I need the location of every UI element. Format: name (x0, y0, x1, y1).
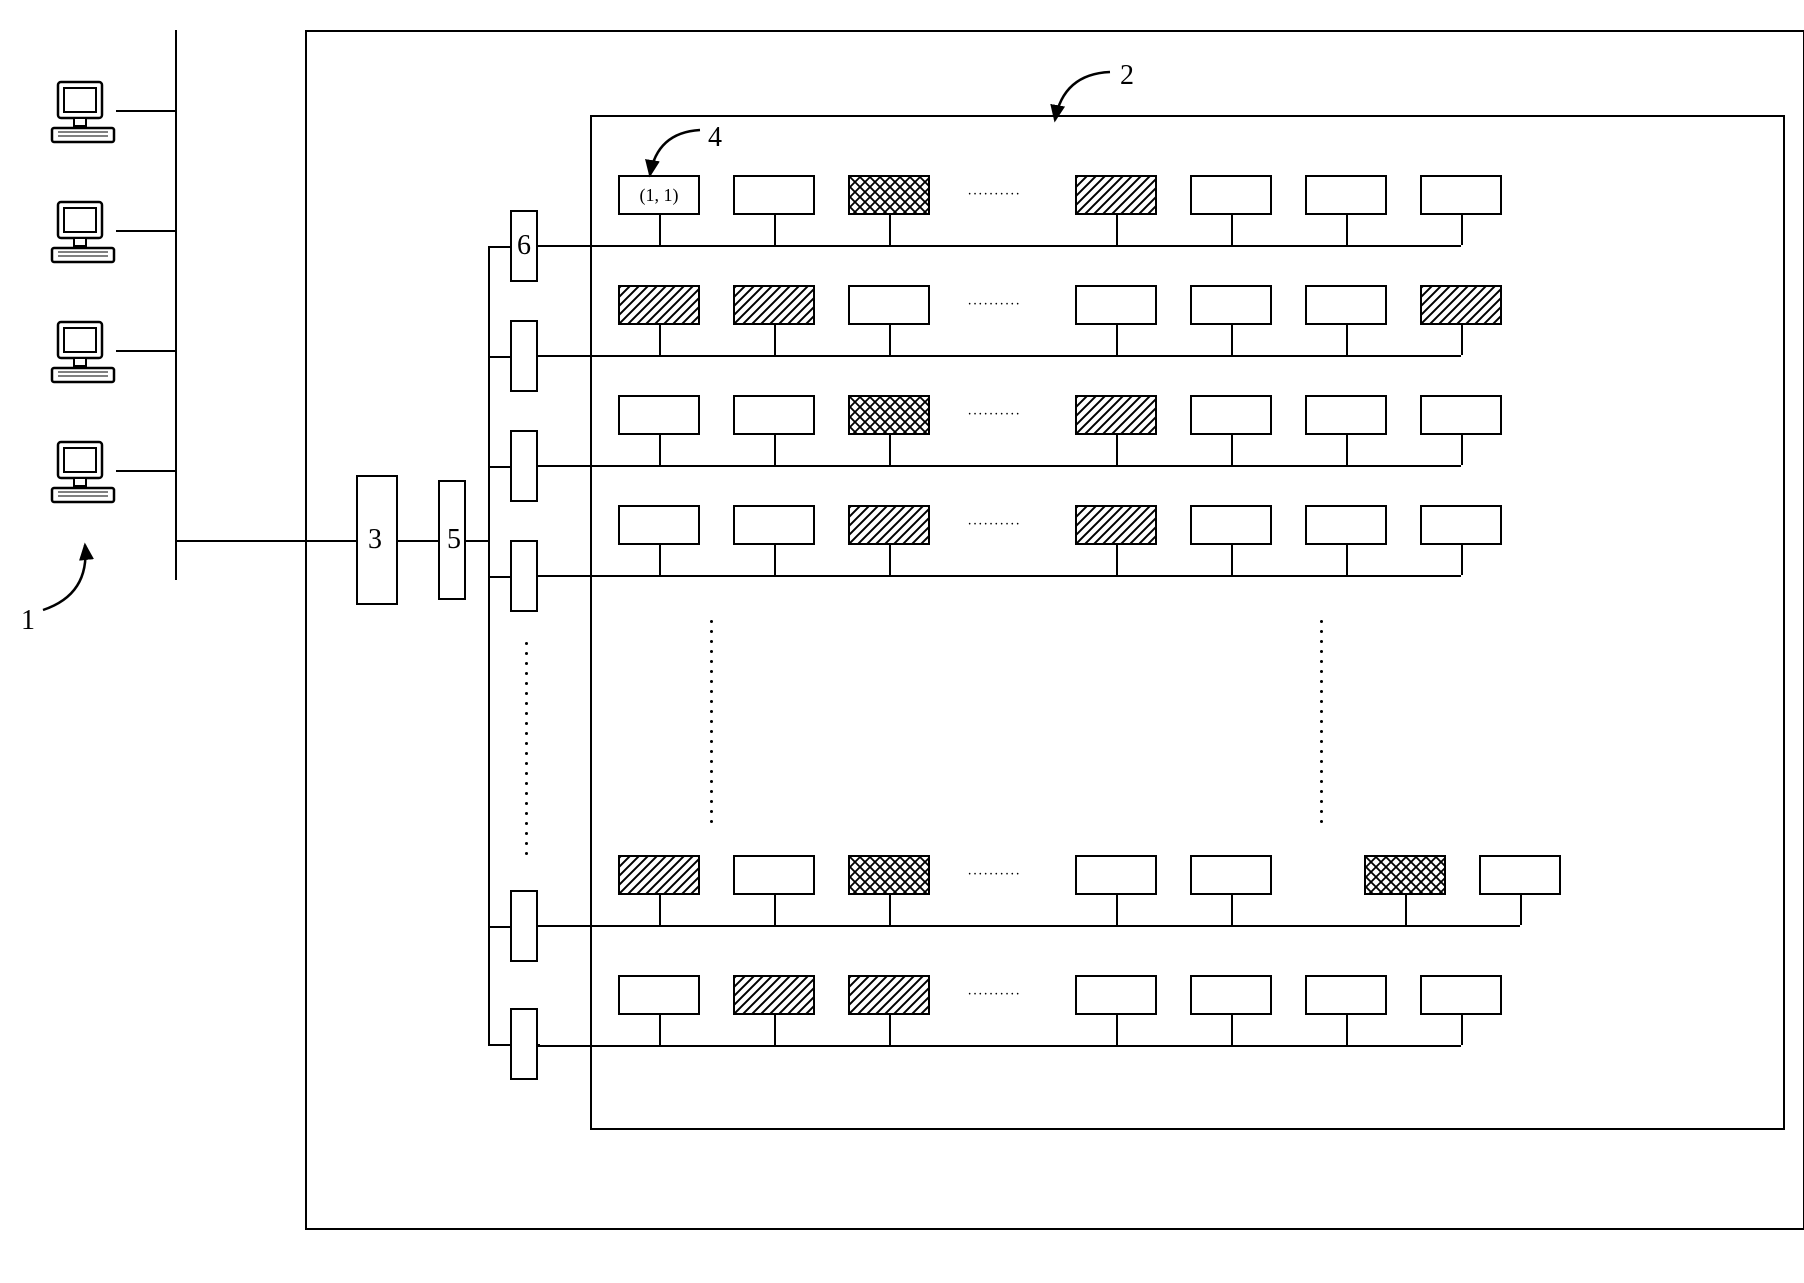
grid-cell (1305, 285, 1387, 325)
grid-cell (848, 855, 930, 895)
ellipsis-h: ·········· (968, 189, 1021, 200)
label-6: 6 (517, 230, 531, 262)
grid-cell (1075, 175, 1157, 215)
computer-icon (50, 80, 120, 153)
grid-cell (1305, 975, 1387, 1015)
grid-cell (1420, 975, 1502, 1015)
switch-node (510, 890, 538, 962)
grid-cell (1305, 505, 1387, 545)
grid-cell (848, 285, 930, 325)
ellipsis-h: ·········· (968, 409, 1021, 420)
grid-cell (848, 395, 930, 435)
ellipsis-h: ·········· (968, 299, 1021, 310)
switch-node (510, 540, 538, 612)
label-5: 5 (447, 524, 461, 556)
grid-cell (1075, 855, 1157, 895)
grid-cell (733, 285, 815, 325)
grid-cell (733, 975, 815, 1015)
label-2: 2 (1120, 60, 1134, 92)
grid-cell (618, 395, 700, 435)
switch-node (510, 430, 538, 502)
computer-icon (50, 440, 120, 513)
grid-cell (618, 505, 700, 545)
switch-node (510, 1008, 538, 1080)
grid-cell (1420, 395, 1502, 435)
grid-cell (1075, 285, 1157, 325)
grid-cell (733, 855, 815, 895)
grid-cell (1305, 175, 1387, 215)
grid-cell (1075, 395, 1157, 435)
computer-icon (50, 200, 120, 273)
computer-icon (50, 320, 120, 393)
grid-cell (733, 395, 815, 435)
ellipsis-h: ·········· (968, 519, 1021, 530)
grid-cell (1075, 975, 1157, 1015)
grid-cell (1420, 285, 1502, 325)
grid-cell (1190, 175, 1272, 215)
grid-cell (848, 175, 930, 215)
grid-cell (733, 505, 815, 545)
grid-cell (1075, 505, 1157, 545)
grid-cell (733, 175, 815, 215)
label-3: 3 (368, 524, 382, 556)
grid-cell (1190, 855, 1272, 895)
grid-cell (1190, 975, 1272, 1015)
grid-cell (1305, 395, 1387, 435)
grid-cell (1479, 855, 1561, 895)
grid-cell (618, 975, 700, 1015)
label-4: 4 (708, 122, 722, 154)
grid-cell (848, 975, 930, 1015)
grid-cell (1420, 175, 1502, 215)
grid-cell (618, 855, 700, 895)
grid-cell (618, 285, 700, 325)
grid-cell (1190, 505, 1272, 545)
ellipsis-h: ·········· (968, 989, 1021, 1000)
diagram-canvas: 356(1, 1)·······························… (20, 20, 1804, 1263)
grid-cell (1190, 395, 1272, 435)
grid-cell (1190, 285, 1272, 325)
grid-cell (848, 505, 930, 545)
grid-cell (1364, 855, 1446, 895)
switch-node (510, 320, 538, 392)
grid-cell (1420, 505, 1502, 545)
ellipsis-h: ·········· (968, 869, 1021, 880)
